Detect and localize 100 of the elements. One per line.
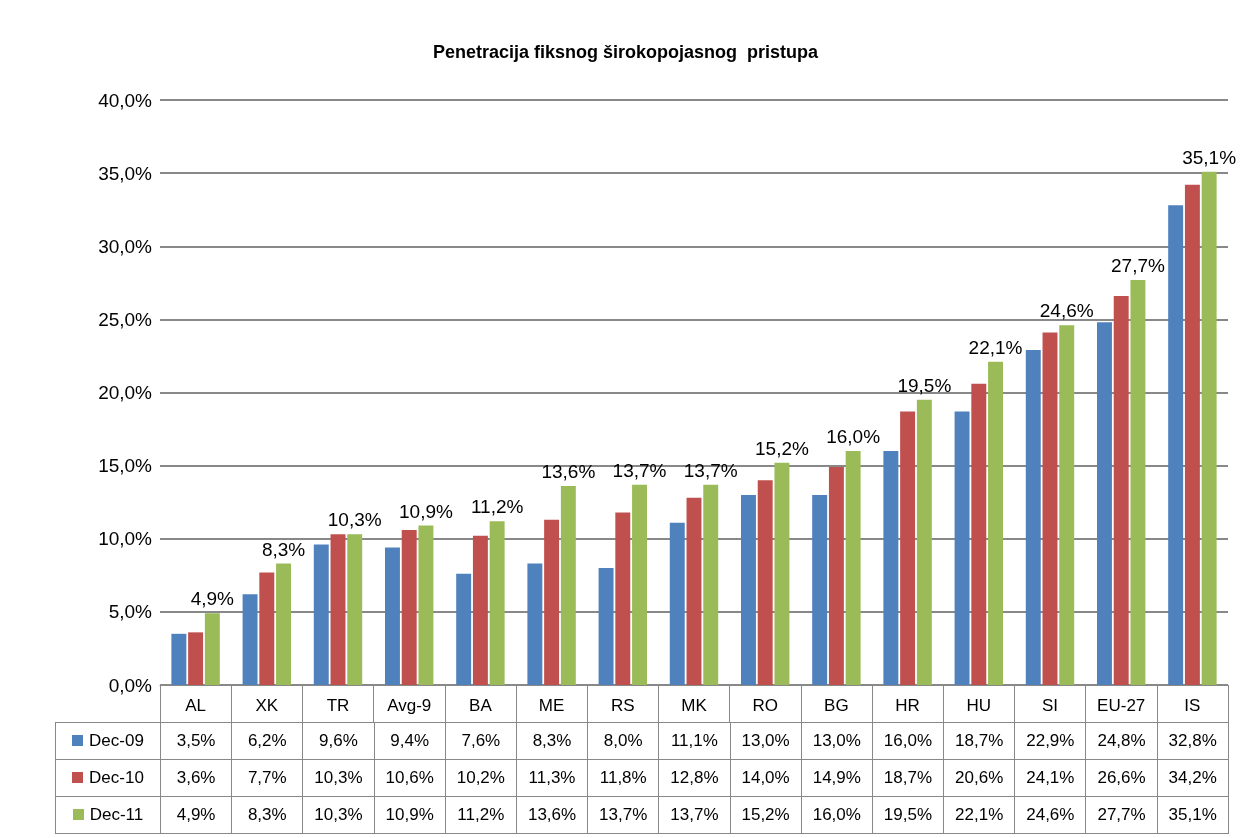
data-label: 12,8% xyxy=(658,759,730,797)
x-tick-label: BA xyxy=(469,696,493,715)
bar xyxy=(1168,205,1184,685)
data-label: 8,3% xyxy=(231,796,303,834)
text: 16,0% xyxy=(826,426,881,447)
data-label: 8,3% xyxy=(516,722,588,760)
text: 15,2% xyxy=(755,437,809,459)
data-label: 14,9% xyxy=(801,759,873,797)
data-label: 19,5% xyxy=(872,796,944,834)
text: 8,3% xyxy=(261,538,306,560)
bar xyxy=(828,467,844,685)
bar xyxy=(845,451,861,685)
data-label: 9,4% xyxy=(374,722,446,760)
bar xyxy=(1130,279,1146,685)
data-label: 22,1% xyxy=(943,796,1015,834)
bar xyxy=(1201,171,1217,685)
x-tick-label: IS xyxy=(1184,696,1201,715)
bar xyxy=(560,486,576,685)
y-tick-label: 5,0% xyxy=(108,601,153,623)
bar xyxy=(954,411,970,685)
data-label: 27,7% xyxy=(1085,796,1158,834)
data-label: 15,2% xyxy=(730,796,802,834)
bar xyxy=(1059,325,1075,685)
x-tick-label: ME xyxy=(538,696,565,715)
data-label: 11,2% xyxy=(445,796,517,834)
data-label: 9,6% xyxy=(302,722,375,760)
bar xyxy=(544,519,560,685)
x-tick-label: MK xyxy=(681,696,708,715)
legend-label: Dec-09 xyxy=(55,722,161,760)
bar xyxy=(171,633,187,685)
data-label: 22,9% xyxy=(1014,722,1086,760)
bar xyxy=(900,411,916,685)
data-label: 20,6% xyxy=(943,759,1015,797)
bar xyxy=(242,594,258,685)
text: 35,1% xyxy=(1182,146,1237,168)
bar xyxy=(1042,332,1058,685)
data-label: 35,1% xyxy=(1157,796,1229,834)
bar xyxy=(456,573,472,685)
y-tick-label: 40,0% xyxy=(98,89,153,111)
data-label: 3,6% xyxy=(160,759,232,797)
bar xyxy=(1184,184,1200,685)
x-tick-label: HU xyxy=(966,696,992,715)
x-tick-label: SI xyxy=(1041,696,1059,715)
y-tick-label: 0,0% xyxy=(108,674,153,696)
data-label: 10,6% xyxy=(374,759,446,797)
bar xyxy=(276,563,292,685)
data-label: 10,2% xyxy=(445,759,517,797)
x-tick-label: EU-27 xyxy=(1097,696,1146,715)
data-label: 11,8% xyxy=(587,759,659,797)
bar xyxy=(971,383,987,685)
x-tick-label: BG xyxy=(824,696,849,715)
text: 10,9% xyxy=(399,500,453,522)
data-label: 16,0% xyxy=(801,796,873,834)
bar xyxy=(812,494,828,685)
bar xyxy=(489,521,505,685)
bar xyxy=(347,534,363,685)
data-label: 13,0% xyxy=(730,722,802,760)
data-label: 4,9% xyxy=(160,796,232,834)
bar xyxy=(632,484,648,685)
x-tick-label: XK xyxy=(255,696,279,715)
data-label: 14,0% xyxy=(730,759,802,797)
bar xyxy=(740,494,756,685)
text: 10,3% xyxy=(327,509,382,531)
bar xyxy=(669,522,685,685)
data-label: 10,3% xyxy=(302,796,375,834)
data-label: 13,6% xyxy=(516,796,588,834)
data-label: 34,2% xyxy=(1157,759,1229,797)
bar xyxy=(1025,350,1041,685)
data-label: 24,8% xyxy=(1085,722,1158,760)
data-label: 24,1% xyxy=(1014,759,1086,797)
text: 19,5% xyxy=(897,374,952,396)
bar xyxy=(774,462,790,685)
data-label: 26,6% xyxy=(1085,759,1158,797)
y-tick-label: 35,0% xyxy=(98,162,153,184)
data-label: 13,7% xyxy=(587,796,659,834)
data-label: 16,0% xyxy=(872,722,944,760)
chart-title: Penetracija fiksnog širokopojasnog pristupa xyxy=(432,42,820,62)
bar xyxy=(1096,322,1112,685)
data-label: 24,6% xyxy=(1014,796,1086,834)
data-label: 7,7% xyxy=(231,759,303,797)
bar xyxy=(188,632,204,685)
bar xyxy=(757,480,773,685)
legend-label: Dec-11 xyxy=(55,796,161,834)
data-label: 10,3% xyxy=(302,759,375,797)
x-tick-label: TR xyxy=(326,696,350,715)
x-tick-label: RO xyxy=(752,696,778,715)
data-label: 3,5% xyxy=(160,722,232,760)
bar xyxy=(259,572,275,685)
x-tick-label: Avg-9 xyxy=(387,696,432,715)
legend-label: Dec-10 xyxy=(55,759,161,797)
text: 13,7% xyxy=(612,459,667,481)
text: 4,9% xyxy=(190,588,234,610)
bar xyxy=(883,451,899,685)
bar xyxy=(313,544,329,685)
data-label: 7,6% xyxy=(445,722,517,760)
bar xyxy=(418,525,434,685)
y-tick-label: 15,0% xyxy=(98,455,153,477)
data-label: 32,8% xyxy=(1157,722,1229,760)
data-label: 13,7% xyxy=(658,796,730,834)
bar xyxy=(527,563,543,685)
